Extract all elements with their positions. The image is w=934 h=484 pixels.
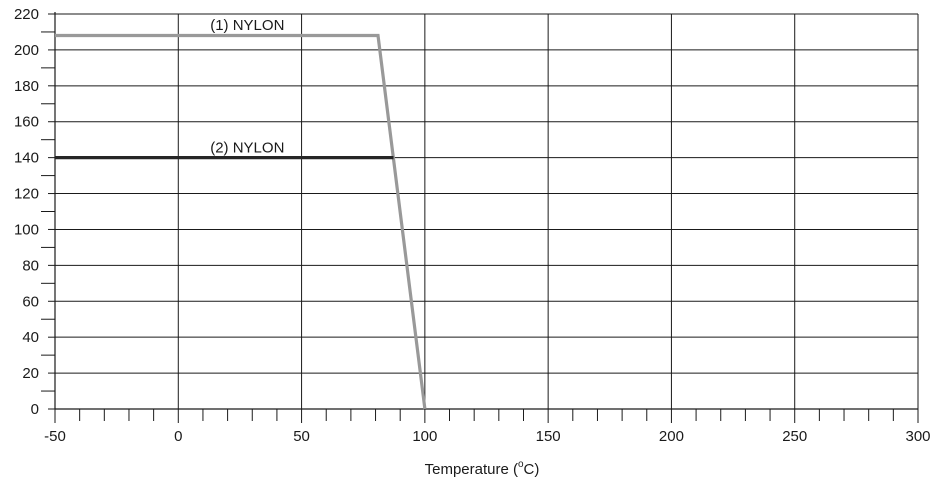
series-annotations: (1) NYLON (2) NYLON (210, 17, 284, 156)
x-axis-title-unit: C) (524, 461, 540, 478)
x-tick-label-200: 200 (659, 428, 684, 445)
y-tick-label-200: 200 (14, 42, 39, 59)
y-tick-label-140: 140 (14, 150, 39, 167)
x-tick-label-250: 250 (782, 428, 807, 445)
x-tick-label-50: 50 (293, 428, 310, 445)
x-axis-title-degree: o (518, 459, 524, 470)
y-tick-label-120: 120 (14, 186, 39, 203)
x-tick-label-150: 150 (536, 428, 561, 445)
y-tick-label-160: 160 (14, 114, 39, 131)
grid-lines (55, 13, 919, 409)
x-tick-label-100: 100 (412, 428, 437, 445)
series-line-1 (55, 33, 427, 410)
y-tick-label-220: 220 (14, 6, 39, 23)
axes (54, 12, 918, 410)
y-tick-label-180: 180 (14, 78, 39, 95)
y-tick-label-60: 60 (22, 293, 39, 310)
y-tick-label-80: 80 (22, 257, 39, 274)
x-tick-label-0: 0 (174, 428, 182, 445)
x-axis-title-main: Temperature ( (425, 461, 518, 478)
y-tick-label-0: 0 (31, 401, 39, 418)
series-label-2: (2) NYLON (210, 139, 284, 156)
tick-labels: 0 20 40 60 80 100 120 140 160 180 200 220 -50 0 50 100 1… (14, 6, 931, 445)
minor-ticks (41, 13, 919, 423)
series-lines (55, 33, 427, 410)
y-tick-label-100: 100 (14, 221, 39, 238)
x-axis-title: Temperature (oC) (425, 459, 540, 478)
y-tick-label-20: 20 (22, 365, 39, 382)
y-tick-label-40: 40 (22, 329, 39, 346)
series-label-1: (1) NYLON (210, 17, 284, 34)
x-tick-label--50: -50 (44, 428, 66, 445)
x-tick-label-300: 300 (905, 428, 930, 445)
